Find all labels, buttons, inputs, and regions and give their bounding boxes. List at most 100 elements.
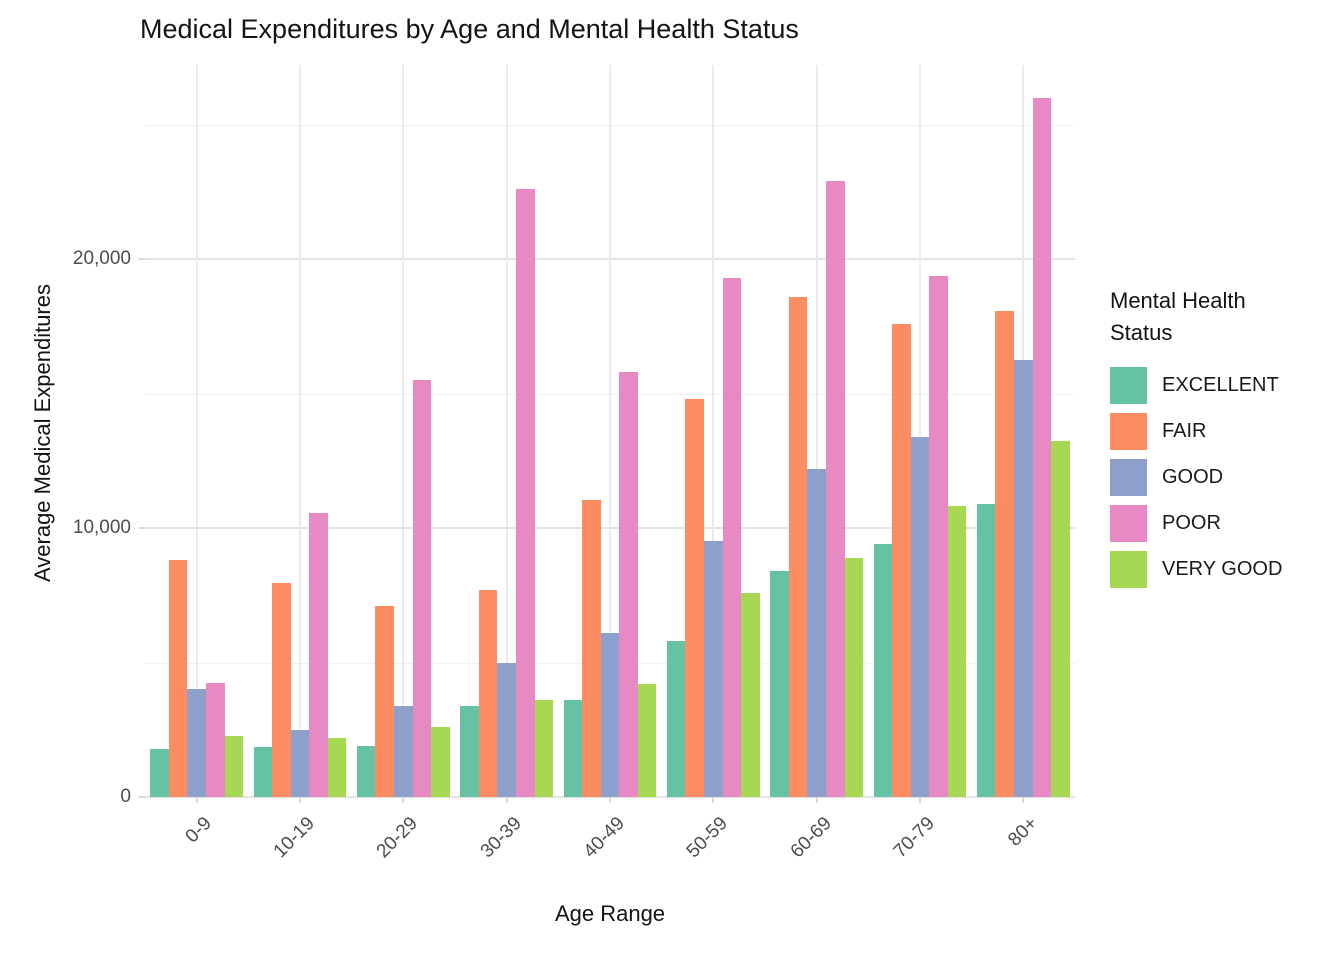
v-gridline-50-59 bbox=[712, 65, 715, 797]
x-tick-30-39 bbox=[505, 797, 508, 803]
bar-poor-70-79 bbox=[929, 276, 948, 797]
x-tick-label-0-9: 0-9 bbox=[181, 813, 216, 848]
bar-excellent-10-19 bbox=[253, 747, 273, 797]
bar-poor-50-59 bbox=[722, 277, 742, 797]
x-tick-label-40-49: 40-49 bbox=[579, 813, 629, 863]
bar-very-good-10-19 bbox=[327, 737, 347, 797]
bar-very-good-60-69 bbox=[844, 557, 864, 797]
plot-area bbox=[139, 65, 1075, 803]
y-tick-label-20000: 20,000 bbox=[72, 248, 131, 269]
bar-excellent-30-39 bbox=[460, 705, 479, 797]
bar-excellent-50-59 bbox=[666, 640, 686, 797]
x-tick-80+ bbox=[1022, 797, 1025, 803]
bar-poor-10-19 bbox=[309, 513, 328, 797]
bar-fair-40-49 bbox=[582, 499, 601, 797]
legend-entry-poor: POOR bbox=[1110, 505, 1340, 542]
v-gridline-10-19 bbox=[299, 65, 301, 797]
bar-very-good-80+ bbox=[1051, 440, 1070, 797]
bar-fair-10-19 bbox=[272, 583, 291, 797]
x-tick-label-10-19: 10-19 bbox=[269, 813, 319, 863]
y-axis-title: Average Medical Expenditures bbox=[30, 284, 55, 582]
bar-good-0-9 bbox=[187, 689, 206, 797]
bar-poor-30-39 bbox=[515, 189, 535, 797]
legend-swatch-poor bbox=[1110, 505, 1147, 542]
bar-very-good-70-79 bbox=[947, 506, 967, 797]
v-gridline-0-9 bbox=[195, 65, 198, 797]
bar-excellent-0-9 bbox=[150, 748, 169, 797]
x-tick-50-59 bbox=[712, 797, 715, 803]
legend-swatch-fair bbox=[1110, 413, 1147, 450]
bar-fair-20-29 bbox=[375, 606, 395, 797]
x-tick-label-30-39: 30-39 bbox=[476, 813, 526, 863]
x-tick-0-9 bbox=[195, 797, 198, 803]
bar-good-50-59 bbox=[704, 541, 723, 797]
legend: Mental Health Status EXCELLENT FAIR GOOD PO… bbox=[1110, 285, 1340, 597]
x-tick-label-50-59: 50-59 bbox=[682, 813, 733, 863]
bar-poor-80+ bbox=[1032, 97, 1052, 797]
bar-very-good-20-29 bbox=[431, 727, 450, 797]
bar-very-good-30-39 bbox=[534, 700, 554, 797]
y-tick-20000 bbox=[139, 258, 145, 260]
y-tick-label-10000: 10,000 bbox=[72, 517, 131, 538]
bar-good-40-49 bbox=[600, 632, 620, 797]
y-tick-10000 bbox=[139, 527, 145, 529]
legend-entry-excellent: EXCELLENT bbox=[1110, 367, 1340, 404]
bar-good-10-19 bbox=[290, 729, 310, 797]
x-axis-title: Age Range bbox=[554, 901, 666, 926]
legend-entry-fair: FAIR bbox=[1110, 413, 1340, 450]
x-tick-20-29 bbox=[402, 797, 405, 803]
x-tick-label-60-69: 60-69 bbox=[786, 813, 836, 863]
legend-swatch-very-good bbox=[1110, 551, 1147, 588]
x-tick-label-20-29: 20-29 bbox=[372, 813, 423, 863]
y-tick-0 bbox=[139, 796, 145, 798]
bar-fair-50-59 bbox=[685, 398, 705, 797]
bar-good-20-29 bbox=[394, 705, 413, 797]
x-tick-60-69 bbox=[815, 797, 818, 803]
bar-excellent-20-29 bbox=[356, 745, 376, 797]
bar-fair-30-39 bbox=[478, 589, 498, 797]
bar-poor-60-69 bbox=[825, 180, 845, 797]
v-gridline-40-49 bbox=[609, 65, 611, 797]
v-gridline-70-79 bbox=[919, 65, 921, 797]
bar-fair-80+ bbox=[995, 311, 1015, 797]
legend-label-very-good: VERY GOOD bbox=[1162, 558, 1283, 580]
legend-label-fair: FAIR bbox=[1162, 420, 1207, 442]
bar-good-60-69 bbox=[807, 468, 826, 797]
legend-title: Mental Health Status bbox=[1110, 288, 1246, 345]
bar-poor-40-49 bbox=[619, 371, 638, 797]
x-tick-40-49 bbox=[609, 797, 611, 803]
x-tick-label-70-79: 70-79 bbox=[889, 813, 939, 863]
v-gridline-30-39 bbox=[505, 65, 508, 797]
x-tick-10-19 bbox=[299, 797, 301, 803]
legend-swatch-good bbox=[1110, 459, 1147, 496]
legend-label-poor: POOR bbox=[1162, 512, 1221, 534]
bar-good-80+ bbox=[1014, 359, 1033, 797]
x-tick-70-79 bbox=[919, 797, 921, 803]
bar-very-good-0-9 bbox=[224, 735, 244, 797]
bar-fair-0-9 bbox=[168, 560, 188, 797]
bar-very-good-50-59 bbox=[741, 592, 760, 797]
bar-excellent-60-69 bbox=[770, 571, 789, 797]
legend-label-good: GOOD bbox=[1162, 466, 1224, 488]
bar-excellent-80+ bbox=[976, 503, 996, 797]
legend-label-excellent: EXCELLENT bbox=[1162, 374, 1279, 396]
y-tick-label-0: 0 bbox=[120, 786, 131, 807]
legend-entry-very-good: VERY GOOD bbox=[1110, 551, 1340, 588]
bar-good-30-39 bbox=[497, 662, 516, 797]
bar-fair-60-69 bbox=[788, 296, 808, 797]
bar-good-70-79 bbox=[910, 436, 930, 797]
legend-entries: EXCELLENT FAIR GOOD POOR VERY GOOD bbox=[1110, 367, 1340, 588]
legend-swatch-excellent bbox=[1110, 367, 1147, 404]
v-gridline-60-69 bbox=[815, 65, 818, 797]
bar-very-good-40-49 bbox=[637, 684, 657, 797]
chart-title: Medical Expenditures by Age and Mental H… bbox=[140, 14, 799, 44]
bar-poor-20-29 bbox=[412, 380, 432, 797]
bar-fair-70-79 bbox=[892, 323, 911, 797]
bar-excellent-40-49 bbox=[563, 700, 583, 797]
bar-excellent-70-79 bbox=[873, 544, 893, 797]
legend-entry-good: GOOD bbox=[1110, 459, 1340, 496]
v-gridline-20-29 bbox=[402, 65, 405, 797]
bar-poor-0-9 bbox=[205, 682, 225, 797]
x-tick-label-80+: 80+ bbox=[1004, 813, 1043, 851]
